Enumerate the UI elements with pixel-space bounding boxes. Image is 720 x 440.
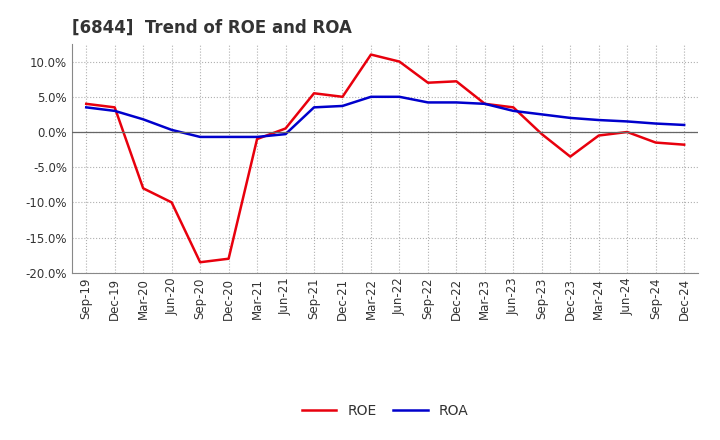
ROE — [310, 91, 318, 96]
ROA — [282, 132, 290, 137]
Line: ROE: ROE — [86, 55, 684, 262]
ROE — [566, 154, 575, 159]
ROA — [366, 94, 375, 99]
ROA — [196, 134, 204, 139]
ROA — [395, 94, 404, 99]
ROA — [82, 105, 91, 110]
ROA — [167, 127, 176, 132]
ROE — [139, 186, 148, 191]
ROE — [623, 129, 631, 135]
ROE — [82, 101, 91, 106]
ROE — [167, 200, 176, 205]
ROA — [680, 122, 688, 128]
ROA — [480, 101, 489, 106]
ROE — [595, 133, 603, 138]
ROA — [423, 100, 432, 105]
ROA — [623, 119, 631, 124]
ROA — [225, 134, 233, 139]
ROE — [196, 260, 204, 265]
ROA — [537, 112, 546, 117]
ROA — [509, 108, 518, 114]
ROA — [452, 100, 461, 105]
ROE — [282, 126, 290, 131]
ROA — [139, 117, 148, 122]
ROE — [480, 101, 489, 106]
ROA — [566, 115, 575, 121]
ROE — [225, 256, 233, 261]
ROE — [338, 94, 347, 99]
Text: [6844]  Trend of ROE and ROA: [6844] Trend of ROE and ROA — [72, 19, 352, 37]
ROE — [366, 52, 375, 57]
ROA — [253, 134, 261, 139]
ROE — [395, 59, 404, 64]
ROE — [423, 80, 432, 85]
ROE — [253, 136, 261, 142]
Legend: ROE, ROA: ROE, ROA — [296, 399, 474, 424]
ROA — [110, 108, 119, 114]
ROA — [338, 103, 347, 109]
ROE — [452, 79, 461, 84]
ROE — [680, 142, 688, 147]
ROA — [595, 117, 603, 123]
ROA — [310, 105, 318, 110]
ROE — [537, 132, 546, 137]
ROE — [110, 105, 119, 110]
ROE — [509, 105, 518, 110]
ROA — [652, 121, 660, 126]
Line: ROA: ROA — [86, 97, 684, 137]
ROE — [652, 140, 660, 145]
